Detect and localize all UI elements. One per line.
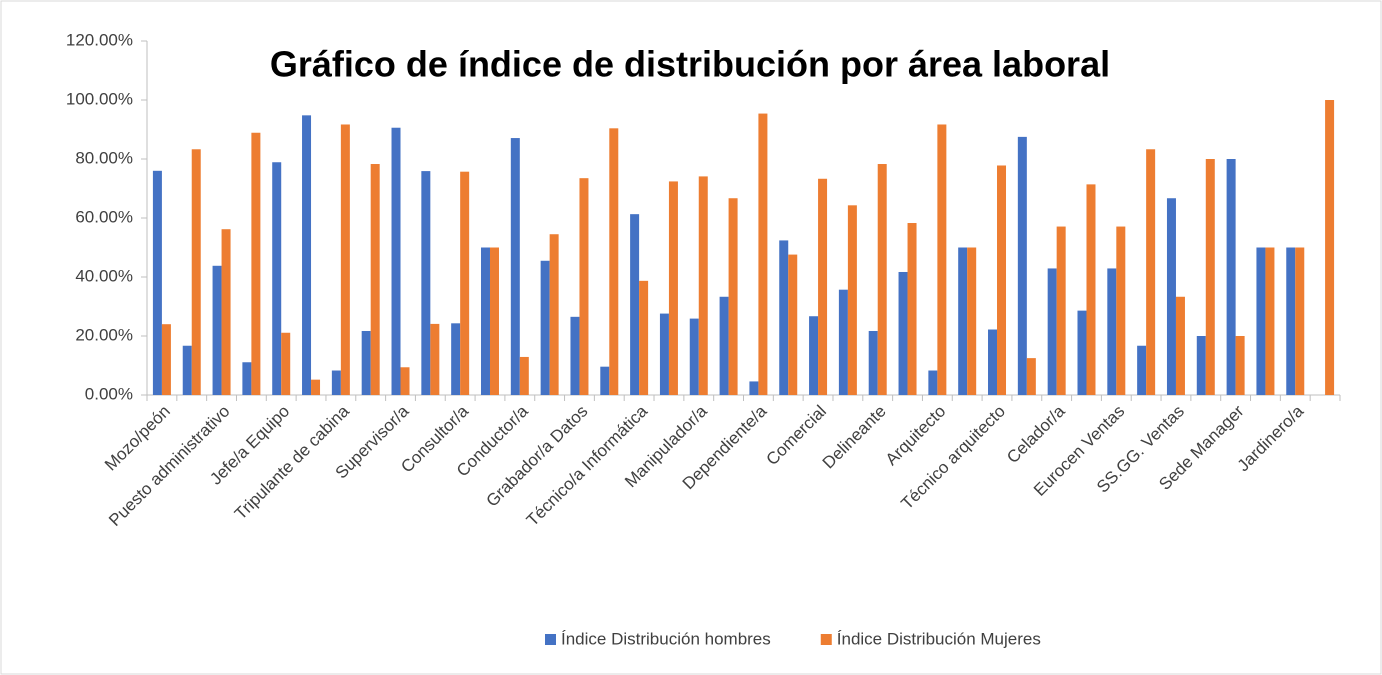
- bar: [251, 132, 261, 395]
- bar: [1146, 149, 1156, 395]
- bar: [212, 265, 222, 395]
- bar: [809, 316, 819, 395]
- bar: [400, 367, 410, 395]
- bar: [1196, 336, 1206, 395]
- bar: [191, 149, 201, 395]
- bar: [1137, 345, 1147, 395]
- bar: [967, 247, 977, 395]
- bar: [331, 370, 341, 395]
- bar: [877, 164, 887, 395]
- bar: [1226, 159, 1236, 395]
- bar: [161, 324, 171, 395]
- chart-title: Gráfico de índice de distribución por ár…: [270, 44, 1110, 85]
- y-tick-label: 60.00%: [75, 207, 133, 226]
- bar: [391, 127, 401, 395]
- bar: [361, 330, 371, 395]
- bar: [779, 240, 789, 395]
- bar: [272, 162, 282, 395]
- bar: [1235, 336, 1245, 395]
- legend-swatch: [820, 634, 832, 645]
- bar: [549, 234, 559, 395]
- bar: [758, 113, 768, 395]
- bar: [659, 313, 669, 395]
- bar: [430, 323, 440, 395]
- y-tick-label: 100.00%: [66, 89, 133, 108]
- bar: [1077, 310, 1087, 395]
- legend-label: Índice Distribución Mujeres: [837, 629, 1041, 648]
- bar: [480, 247, 490, 395]
- bar: [340, 124, 350, 396]
- bar: [630, 214, 640, 395]
- bar: [221, 229, 231, 395]
- bar: [997, 165, 1007, 395]
- bar: [988, 329, 998, 395]
- bar: [668, 181, 678, 395]
- bar: [698, 176, 708, 395]
- bar: [719, 296, 729, 395]
- bar: [1026, 358, 1036, 395]
- bar: [928, 370, 938, 395]
- bar: [838, 289, 848, 395]
- bar: [489, 247, 499, 395]
- bar: [1325, 100, 1335, 395]
- bar: [1056, 226, 1066, 395]
- bar: [540, 260, 550, 395]
- bar: [1295, 247, 1305, 395]
- bar: [749, 381, 759, 395]
- bar: [421, 171, 431, 395]
- bar: [728, 198, 738, 395]
- y-tick-label: 120.00%: [66, 30, 133, 49]
- bar: [1107, 268, 1117, 395]
- bar: [570, 316, 580, 395]
- bar: [600, 366, 610, 395]
- y-tick-label: 80.00%: [75, 148, 133, 167]
- legend-swatch: [545, 634, 556, 645]
- bar: [510, 138, 520, 395]
- bar: [1017, 136, 1027, 395]
- bar: [1286, 247, 1296, 395]
- bar: [302, 115, 312, 395]
- bar: [1166, 198, 1176, 395]
- bar: [460, 171, 470, 395]
- bar: [519, 356, 529, 395]
- bar: [898, 271, 908, 395]
- bar: [281, 332, 291, 395]
- bar: [847, 205, 857, 395]
- y-tick-label: 20.00%: [75, 325, 133, 344]
- bar: [451, 323, 461, 395]
- legend-label: Índice Distribución hombres: [561, 629, 771, 648]
- bar: [788, 254, 798, 395]
- bar: [182, 345, 192, 395]
- bar: [311, 379, 321, 395]
- bar: [1047, 268, 1057, 395]
- y-tick-label: 0.00%: [85, 384, 133, 403]
- bar: [370, 164, 380, 395]
- bar: [907, 223, 917, 395]
- bar: [1256, 247, 1266, 395]
- bar: [958, 247, 968, 395]
- bar: [1175, 296, 1185, 395]
- bar: [1086, 184, 1096, 395]
- bar: [1265, 247, 1275, 395]
- bar: [639, 280, 649, 395]
- bar: [937, 124, 947, 396]
- bar: [689, 318, 699, 395]
- bar: [152, 170, 162, 395]
- y-tick-label: 40.00%: [75, 266, 133, 285]
- bar: [868, 330, 878, 395]
- bar: [609, 128, 619, 395]
- bar: [1205, 159, 1215, 395]
- bar: [1116, 226, 1126, 395]
- bar: [242, 362, 252, 395]
- bar: [579, 178, 589, 395]
- bar: [818, 178, 828, 395]
